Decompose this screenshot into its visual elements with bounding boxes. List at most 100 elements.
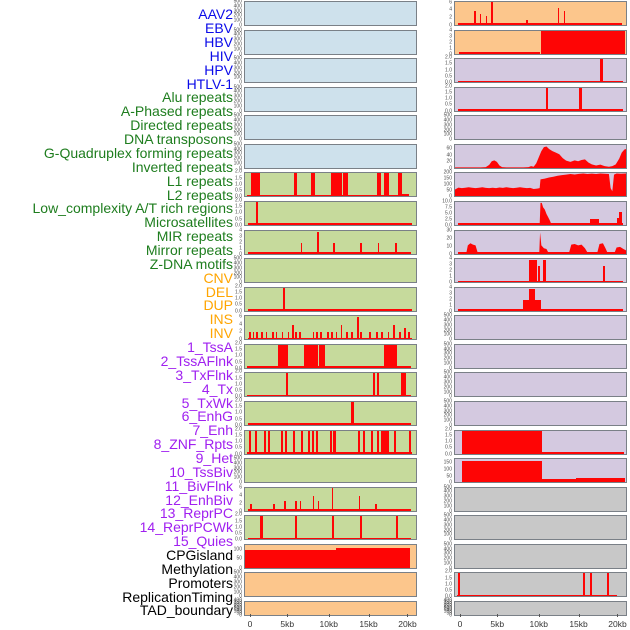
y-tick: 6 xyxy=(239,313,242,320)
baseline-signal xyxy=(458,109,623,111)
data-bar xyxy=(370,430,373,454)
track-label-microsatellites: Microsatellites xyxy=(144,214,233,231)
data-bar xyxy=(583,573,585,597)
panel-microsatellites xyxy=(454,200,627,226)
y-axis-12-enhbiv: 500 400 300 200 100 0 xyxy=(431,485,453,514)
panel-6-enhg xyxy=(454,400,627,426)
data-bar xyxy=(285,430,288,454)
area-series-microsatellites xyxy=(539,202,552,225)
y-tick: 200 xyxy=(443,527,452,534)
y-tick: 0.0 xyxy=(445,451,452,458)
y-tick: 5.0 xyxy=(445,210,452,217)
y-tick: 2.0 xyxy=(235,397,242,404)
y-tick: 2.0 xyxy=(445,426,452,433)
y-tick: 100 xyxy=(233,546,242,553)
x-tick-mark xyxy=(250,614,252,617)
data-bar xyxy=(335,547,410,568)
data-bar xyxy=(398,173,403,197)
baseline-signal xyxy=(457,309,623,311)
track-label-2-tssaflnk: 2_TssAFlnk xyxy=(160,353,233,370)
data-bar xyxy=(409,430,412,454)
x-tick-label: 15kb xyxy=(359,619,378,629)
y-tick: 200 xyxy=(233,98,242,105)
area-series-l2-repeats xyxy=(455,173,626,197)
y-tick: 1.0 xyxy=(235,352,242,359)
panel-z-dna-motifs xyxy=(244,258,417,284)
y-tick: 0.5 xyxy=(235,216,242,223)
y-tick: 200 xyxy=(443,169,452,176)
y-tick: 0.0 xyxy=(235,422,242,429)
y-tick: 200 xyxy=(233,469,242,476)
data-bar xyxy=(393,430,396,454)
data-bar xyxy=(295,332,298,340)
panel-14-reprpcwk xyxy=(454,515,627,541)
y-tick: 1.0 xyxy=(235,209,242,216)
track-label-dna-transposons: DNA transposons xyxy=(124,131,233,148)
track-label-del: DEL xyxy=(205,283,233,300)
y-tick: 4 xyxy=(239,227,242,234)
track-label-7-enh: 7_Enh xyxy=(192,422,233,439)
data-bar xyxy=(303,344,318,368)
y-tick: 300 xyxy=(443,379,452,386)
y-tick: 0 xyxy=(449,365,452,372)
y-tick: 0.0 xyxy=(235,536,242,543)
data-bar xyxy=(245,550,336,568)
data-bar xyxy=(327,332,329,340)
y-tick: 1.5 xyxy=(235,403,242,410)
y-tick: 6 xyxy=(449,0,452,6)
y-tick: 350 xyxy=(443,599,452,606)
y-tick: 10 xyxy=(446,243,452,250)
y-tick: 100 xyxy=(233,274,242,281)
y-tick: 0 xyxy=(239,136,242,143)
data-bar xyxy=(299,501,302,511)
y-tick: 3 xyxy=(449,290,452,297)
x-tick-mark xyxy=(368,614,370,617)
y-tick: 200 xyxy=(233,70,242,76)
y-tick: 0 xyxy=(449,612,452,619)
y-tick: 1.0 xyxy=(445,581,452,588)
y-tick: 0 xyxy=(449,136,452,143)
y-tick: 1.0 xyxy=(235,381,242,388)
baseline-signal xyxy=(457,251,624,254)
y-tick: 2.0 xyxy=(445,54,452,61)
y-tick: 500 xyxy=(443,398,452,405)
y-axis-inv: 500 400 300 200 100 0 xyxy=(431,313,453,342)
baseline-signal xyxy=(247,223,412,225)
panel-hbv xyxy=(244,29,417,55)
data-bar xyxy=(319,344,326,368)
y-tick: 2.0 xyxy=(445,568,452,575)
y-tick: 50 xyxy=(236,610,242,617)
y-tick: 200 xyxy=(443,384,452,391)
y-axis-z-dna-motifs: 500 400 300 200 100 0 xyxy=(221,256,243,285)
panel-hpv xyxy=(244,58,417,84)
y-tick: 2 xyxy=(239,239,242,246)
y-tick: 0.5 xyxy=(235,387,242,394)
data-bar xyxy=(360,332,363,340)
x-tick-mark xyxy=(617,614,619,617)
track-label-z-dna-motifs: Z-DNA motifs xyxy=(149,255,233,272)
y-tick: 0.0 xyxy=(235,222,242,229)
y-tick: 300 xyxy=(233,265,242,272)
y-tick: 200 xyxy=(443,355,452,362)
data-bar xyxy=(461,430,543,454)
y-tick: 40 xyxy=(446,152,452,158)
track-label-promoters: Promoters xyxy=(168,574,233,591)
track-label-inverted-repeats: Inverted repeats xyxy=(131,158,233,175)
baseline-signal xyxy=(456,594,618,597)
y-tick: 0.0 xyxy=(445,222,452,229)
y-tick: 0.0 xyxy=(235,365,242,372)
y-tick: 1.5 xyxy=(445,89,452,96)
data-bar xyxy=(576,477,626,483)
y-tick: 0.0 xyxy=(445,108,452,115)
x-tick-label: 0 xyxy=(247,619,253,629)
y-tick: 100 xyxy=(443,417,452,424)
y-axis-dna-transposons: 500 400 300 200 100 0 xyxy=(431,113,453,143)
data-bar xyxy=(249,332,251,340)
data-bar xyxy=(255,430,258,454)
y-tick: 400 xyxy=(233,3,242,10)
y-tick: 0.5 xyxy=(445,444,452,451)
y-axis-3-txflnk: 2.0 1.5 1.0 0.5 0.0 xyxy=(221,369,243,399)
y-tick: 100 xyxy=(443,560,452,567)
track-label-mir-repeats: MIR repeats xyxy=(156,228,233,245)
